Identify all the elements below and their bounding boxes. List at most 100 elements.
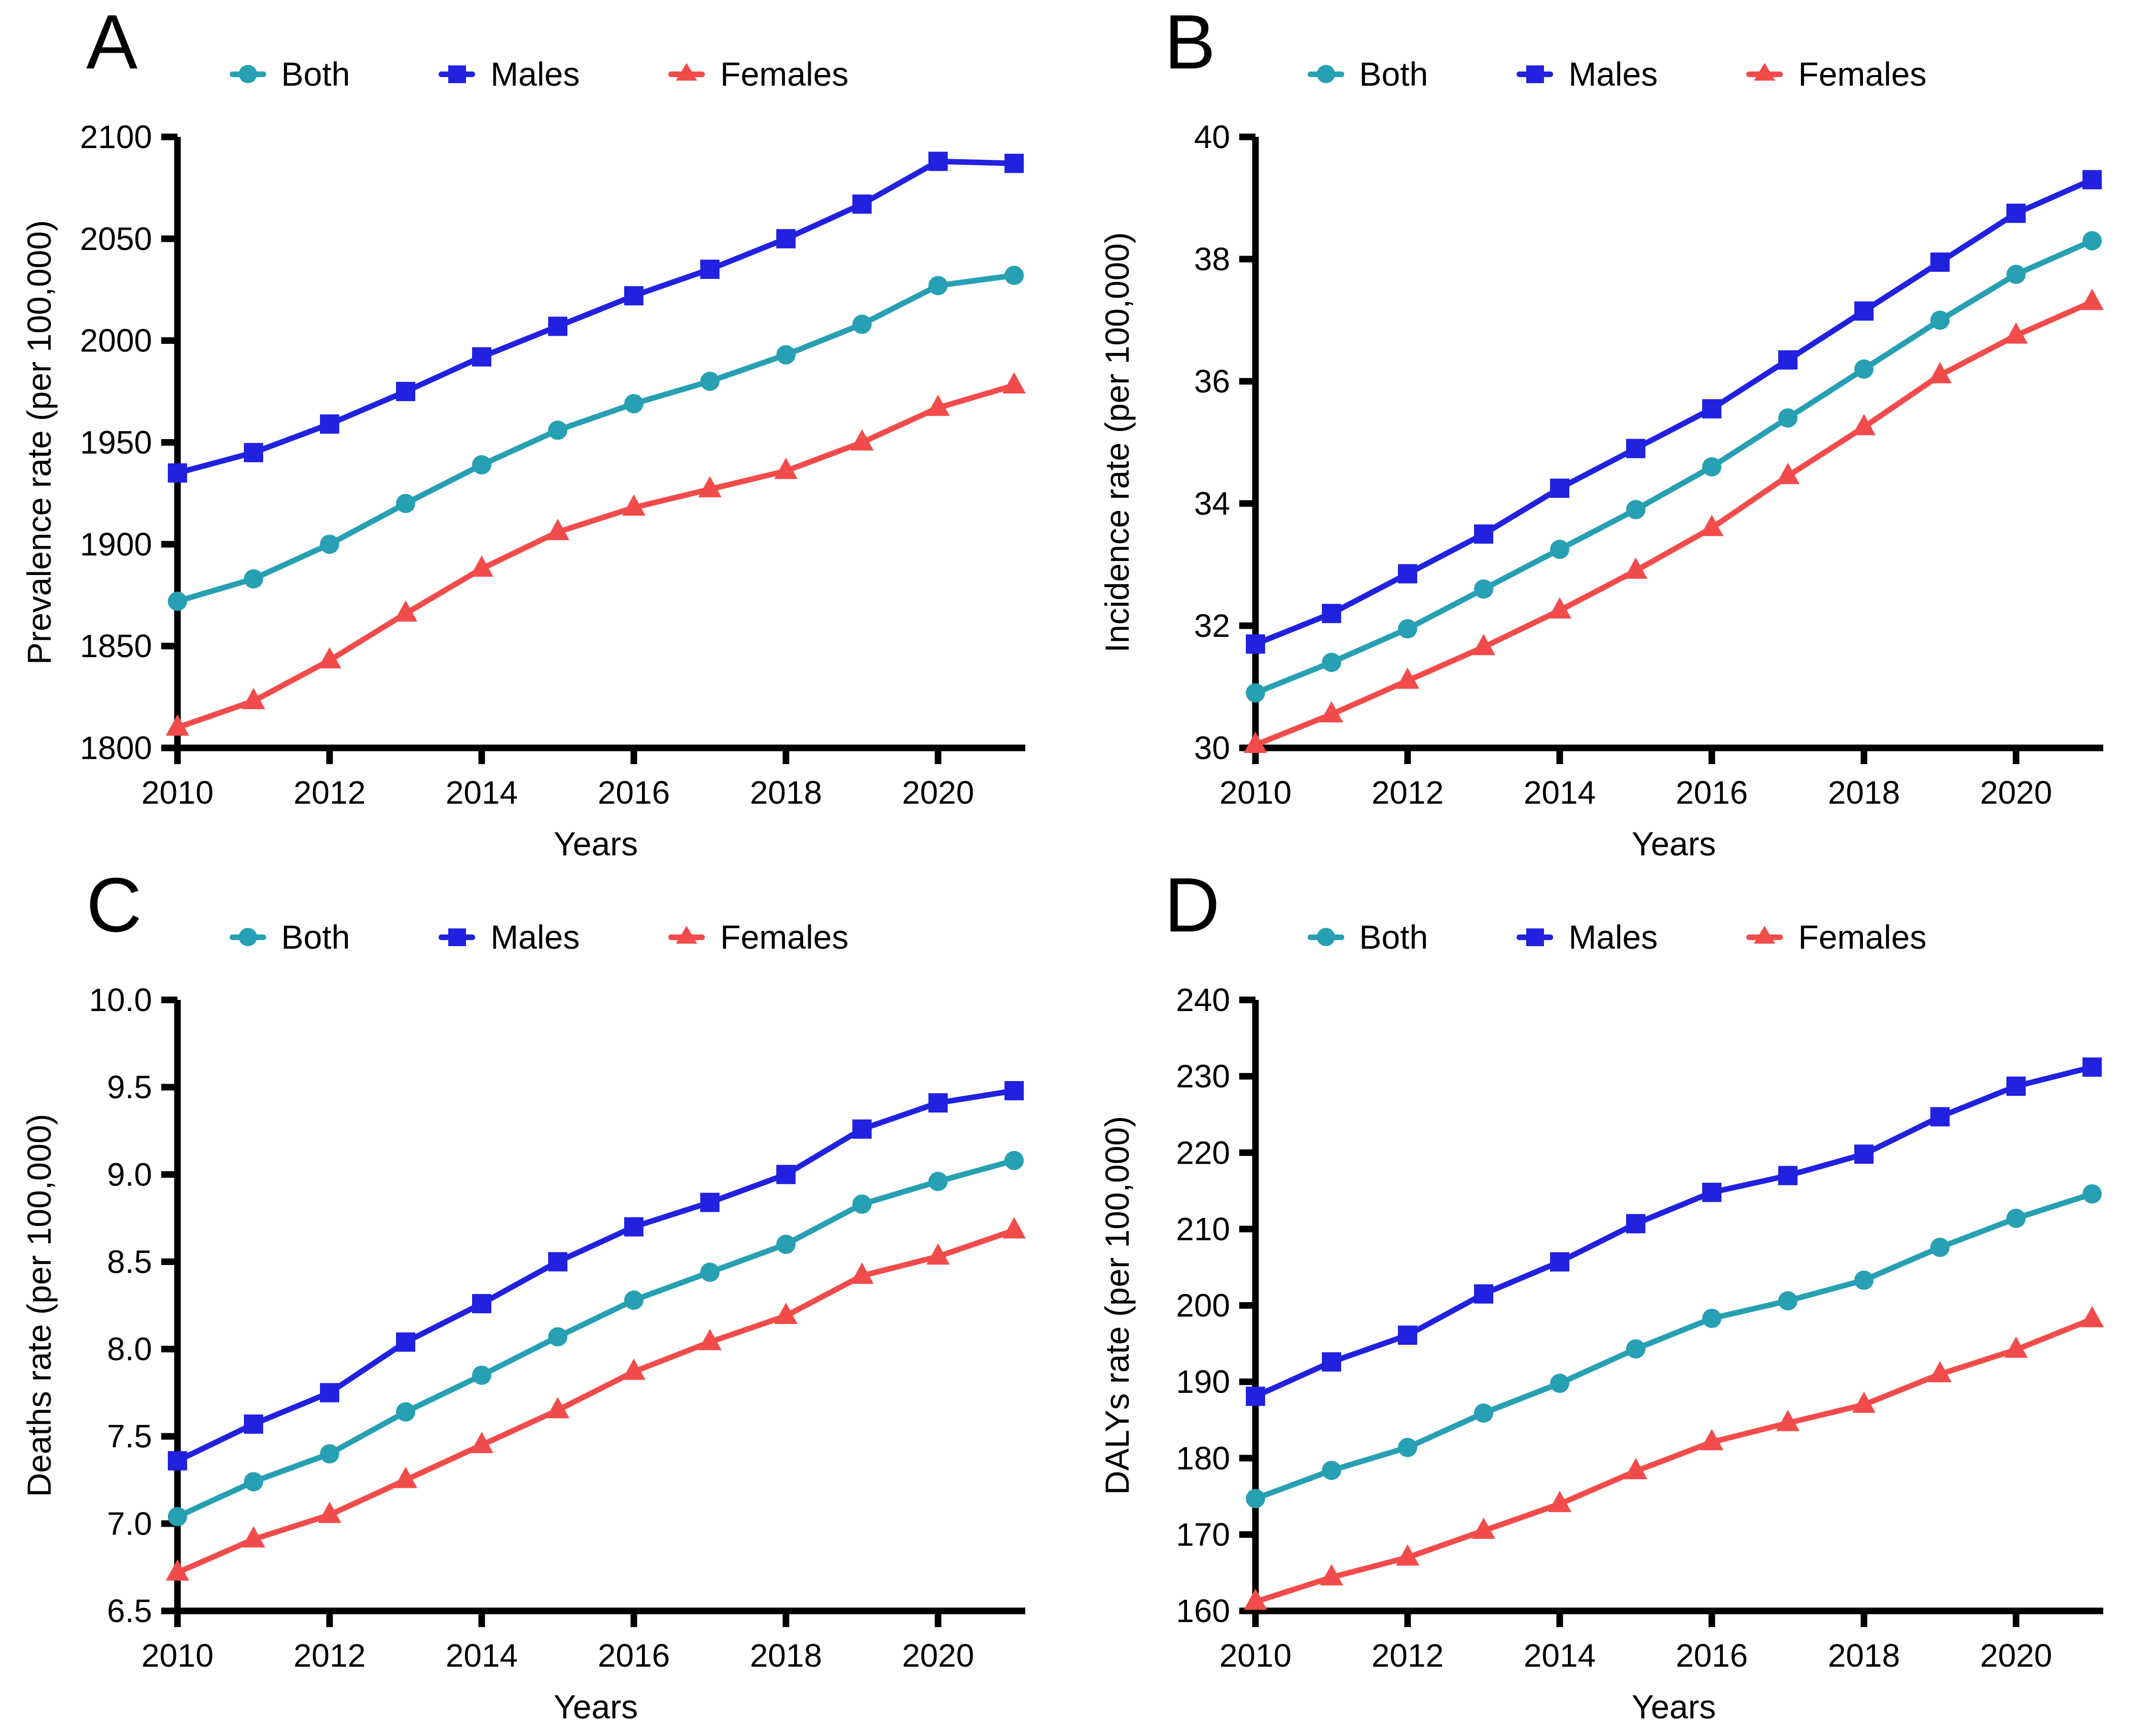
data-point-both [168, 591, 187, 611]
y-tick-label: 8.5 [107, 1243, 152, 1280]
x-tick-label: 2012 [1372, 1637, 1444, 1674]
series-line-females [174, 1227, 1017, 1575]
series-line-males [174, 1088, 1017, 1464]
data-point-both [2006, 265, 2026, 284]
data-point-males [1854, 301, 1874, 321]
legend-item-both: Both [229, 918, 350, 956]
data-point-both [928, 276, 948, 296]
data-point-males [1930, 253, 1950, 272]
legend-label-males: Males [1568, 55, 1658, 93]
series-males [1246, 1057, 2102, 1406]
data-point-both [396, 1402, 415, 1422]
series-line-both [174, 1158, 1017, 1520]
panel-letter-D: D [1164, 862, 1220, 948]
data-point-males [624, 1217, 643, 1237]
data-point-both [852, 1194, 872, 1214]
series-line-males [174, 158, 1017, 476]
data-point-males [396, 382, 415, 402]
y-tick-label: 200 [1176, 1287, 1230, 1324]
panel-D-dalys: D Both Males Females 160 170 180 190 200 210 2… [1078, 862, 2156, 1726]
data-point-females [394, 1466, 417, 1488]
data-point-females [1472, 1517, 1495, 1539]
data-point-males [776, 1165, 796, 1184]
data-point-males [1778, 1166, 1798, 1185]
data-point-males [472, 1294, 491, 1314]
x-tick-label: 2020 [1980, 774, 2052, 811]
data-point-both [472, 1365, 491, 1385]
y-tick-label: 7.5 [107, 1418, 152, 1455]
circle-marker-icon [1307, 64, 1344, 83]
triangle-marker-icon [1746, 62, 1783, 81]
data-point-females [1548, 1491, 1571, 1513]
legend-item-females: Females [1746, 55, 1926, 93]
data-point-females [2080, 1306, 2104, 1327]
data-point-males [548, 1252, 567, 1272]
data-point-both [776, 345, 796, 365]
data-point-males [928, 152, 948, 171]
data-point-males [1854, 1144, 1874, 1164]
series-females [166, 1217, 1026, 1581]
data-point-females [1320, 1564, 1343, 1586]
y-tick-label: 10.0 [89, 982, 152, 1018]
legend-label-both: Both [1359, 55, 1428, 93]
y-tick-label: 160 [1176, 1593, 1230, 1629]
data-point-females [2004, 1336, 2028, 1358]
data-point-males [624, 286, 643, 306]
chart-incidence: 30 32 34 36 38 40 2010 2012 2014 2016 2018 2020 Year… [1098, 119, 2104, 862]
data-point-males [168, 1451, 187, 1470]
data-point-both [1322, 1460, 1341, 1480]
data-point-both [1778, 1291, 1798, 1311]
panel-letter-C: C [86, 862, 142, 948]
y-tick-label: 38 [1194, 241, 1230, 277]
data-point-females [698, 476, 722, 497]
panel-letter-A: A [86, 0, 138, 85]
data-point-males [700, 260, 720, 279]
data-point-females [698, 1328, 722, 1350]
square-marker-icon [1517, 928, 1554, 946]
data-point-males [700, 1193, 720, 1212]
data-point-males [168, 463, 187, 483]
data-point-both [1550, 540, 1569, 559]
legend-item-males: Males [439, 55, 580, 93]
chart-prevalence: 1800 1850 1900 1950 2000 2050 2100 2010 2012 2014… [20, 119, 1026, 862]
x-tick-label: 2020 [902, 774, 974, 811]
data-point-both [548, 1327, 567, 1347]
data-point-both [320, 1444, 339, 1464]
data-point-males [2082, 170, 2102, 190]
x-tick-label: 2016 [1676, 774, 1748, 811]
legend-item-females: Females [1746, 918, 1926, 956]
data-point-males [396, 1332, 415, 1352]
data-point-males [1398, 564, 1417, 584]
x-tick-label: 2018 [1828, 1637, 1900, 1674]
legend-label-females: Females [1798, 918, 1927, 956]
data-point-males [776, 229, 796, 248]
legend-label-both: Both [281, 55, 350, 93]
x-tick-label: 2012 [294, 1637, 366, 1674]
data-point-males [2082, 1057, 2102, 1077]
data-point-females [622, 494, 645, 516]
data-point-females [470, 1431, 493, 1453]
x-tick-label: 2014 [1524, 1637, 1596, 1674]
y-tick-label: 2000 [80, 322, 152, 359]
data-point-females [1396, 1544, 1419, 1566]
data-point-males [928, 1093, 948, 1113]
data-point-females [1624, 557, 1647, 579]
data-point-both [1398, 1437, 1417, 1457]
data-point-females [1700, 515, 1723, 536]
data-point-females [546, 1397, 569, 1419]
data-point-females [1852, 1391, 1876, 1413]
legend-item-males: Males [439, 918, 580, 956]
x-tick-label: 2020 [1980, 1637, 2052, 1674]
data-point-males [320, 414, 339, 434]
data-point-males [852, 1119, 872, 1139]
data-point-females [1700, 1429, 1723, 1451]
data-point-females [318, 1501, 341, 1523]
data-point-females [394, 600, 417, 622]
legend-item-both: Both [229, 55, 350, 93]
y-tick-label: 1900 [80, 526, 152, 562]
legend-label-females: Females [720, 918, 849, 956]
data-point-females [1002, 1217, 1026, 1239]
x-tick-label: 2010 [1219, 774, 1291, 811]
data-point-both [1702, 1309, 1721, 1328]
